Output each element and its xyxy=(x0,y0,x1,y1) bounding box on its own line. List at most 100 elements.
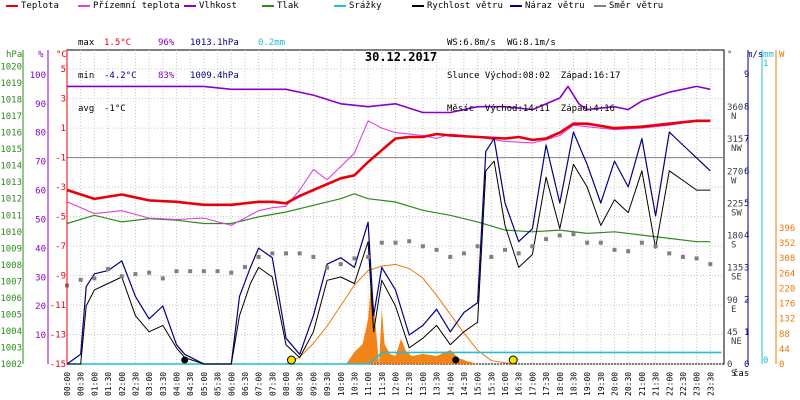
wind-speed-line xyxy=(67,160,711,365)
wind-dir-point xyxy=(708,262,713,267)
humidity-tick-label: 10 xyxy=(35,331,46,341)
legend-label: Tlak xyxy=(277,1,299,11)
solar-tick-label: 352 xyxy=(779,239,795,249)
wind-dir-point xyxy=(557,233,562,238)
wind-dir-point xyxy=(311,254,316,259)
stats-max-temp: 1.5°C xyxy=(104,38,132,48)
pressure-tick-label: 1005 xyxy=(0,310,22,320)
wind-axis-label: m/s xyxy=(747,50,763,60)
wind-dir-point xyxy=(229,270,234,275)
legend-label: Teplota xyxy=(21,1,59,11)
temperature-line xyxy=(66,119,711,207)
legend-swatch xyxy=(78,4,90,7)
temp-tick-label: -1 xyxy=(55,154,66,164)
x-tick-label: 14:00 xyxy=(446,372,455,396)
humidity-tick-label: 20 xyxy=(35,302,46,312)
x-tick-label: 14:30 xyxy=(460,372,469,396)
chart-title: 30.12.2017 xyxy=(364,50,438,64)
wind-tick-label: 6 xyxy=(744,167,749,177)
x-tick-label: 01:30 xyxy=(104,372,113,396)
temp-tick-label: -15 xyxy=(50,360,66,370)
wind-tick-label: 7 xyxy=(744,135,749,145)
legend-swatch xyxy=(184,4,196,7)
wind-dir-point xyxy=(297,251,302,256)
x-tick-label: 17:00 xyxy=(528,372,537,396)
x-tick-label: 23:30 xyxy=(706,372,715,396)
wind-dir-point xyxy=(585,240,590,245)
x-tick-label: 00:30 xyxy=(77,372,86,396)
legend-item: Rychlost větru xyxy=(412,1,503,11)
solar-radiation-area xyxy=(285,263,514,365)
direction-tick-label: 135 xyxy=(727,264,743,274)
wind-dir-point xyxy=(160,276,165,281)
wind-dir-point xyxy=(694,256,699,261)
x-tick-label: 08:00 xyxy=(282,372,291,396)
pressure-tick-label: 1008 xyxy=(0,261,22,271)
stats-max-label: max xyxy=(78,38,95,48)
wind-dir-point xyxy=(407,239,412,244)
stats-min-temp: -4.2°C xyxy=(104,71,137,81)
stats-avg-temp: -1°C xyxy=(104,104,126,114)
wind-dir-point xyxy=(626,249,631,254)
wind-dir-point xyxy=(598,240,603,245)
stats-min-label: min xyxy=(78,71,95,81)
direction-name-label: S xyxy=(731,369,736,379)
x-tick-label: 00:00 xyxy=(63,372,72,396)
wind-dir-point xyxy=(379,240,384,245)
legend-label: Vlhkost xyxy=(199,1,237,11)
legend-swatch xyxy=(510,4,522,7)
temp-axis-label: °C xyxy=(56,50,67,60)
x-tick-label: 21:30 xyxy=(652,372,661,396)
stats-wind-speed: WS:6.8m/s xyxy=(447,38,496,48)
x-tick-label: 03:30 xyxy=(159,372,168,396)
temp-tick-label: 5 xyxy=(61,65,66,75)
wind-dir-point xyxy=(242,264,247,269)
sun-times: Slunce Východ:08:02 Západ:16:17 xyxy=(447,71,621,81)
moon-marker xyxy=(181,356,189,364)
wind-dir-point xyxy=(201,269,206,274)
wind-dir-point xyxy=(461,251,466,256)
pressure-tick-label: 1020 xyxy=(0,63,22,73)
x-tick-label: 13:30 xyxy=(433,372,442,396)
legend-label: Rychlost větru xyxy=(427,1,503,11)
wind-dir-point xyxy=(489,254,494,259)
legend-item: Vlhkost xyxy=(184,1,237,11)
rain-line xyxy=(67,351,722,365)
x-tick-label: 07:30 xyxy=(268,372,277,396)
humidity-axis-label: % xyxy=(38,50,44,60)
direction-name-label: E xyxy=(731,305,736,315)
legend-swatch xyxy=(412,4,424,7)
solar-axis-label: W xyxy=(779,50,785,60)
x-tick-label: 02:00 xyxy=(118,372,127,396)
pressure-tick-label: 1013 xyxy=(0,178,22,188)
wind-dir-point xyxy=(612,247,617,252)
legend-swatch xyxy=(334,4,346,7)
wind-dir-point xyxy=(352,256,357,261)
x-tick-label: 20:30 xyxy=(624,372,633,396)
wind-tick-label: 1 xyxy=(744,328,749,338)
legend-label: Přízemní teplota xyxy=(93,1,180,11)
pressure-tick-label: 1002 xyxy=(0,360,22,370)
humidity-tick-label: 50 xyxy=(35,215,46,225)
wind-dir-point xyxy=(338,262,343,267)
stats-min-press: 1009.4hPa xyxy=(190,71,239,81)
wind-dir-point xyxy=(270,251,275,256)
x-tick-label: 12:30 xyxy=(405,372,414,396)
direction-tick-label: 270 xyxy=(727,167,743,177)
pressure-tick-label: 1017 xyxy=(0,112,22,122)
x-tick-label: 19:30 xyxy=(597,372,606,396)
solar-tick-label: 264 xyxy=(779,269,795,279)
pressure-tick-label: 1011 xyxy=(0,211,22,221)
direction-name-label: N xyxy=(731,112,736,122)
x-tick-label: 20:00 xyxy=(611,372,620,396)
wind-dir-point xyxy=(119,274,124,279)
wind-dir-point xyxy=(653,244,658,249)
wind-dir-point xyxy=(133,272,138,277)
humidity-tick-label: 30 xyxy=(35,273,46,283)
x-tick-label: 11:30 xyxy=(378,372,387,396)
legend-swatch xyxy=(262,4,274,7)
pressure-tick-label: 1009 xyxy=(0,244,22,254)
direction-name-label: NE xyxy=(731,337,742,347)
x-tick-label: 05:30 xyxy=(214,372,223,396)
legend-item: Náraz větru xyxy=(510,1,585,11)
